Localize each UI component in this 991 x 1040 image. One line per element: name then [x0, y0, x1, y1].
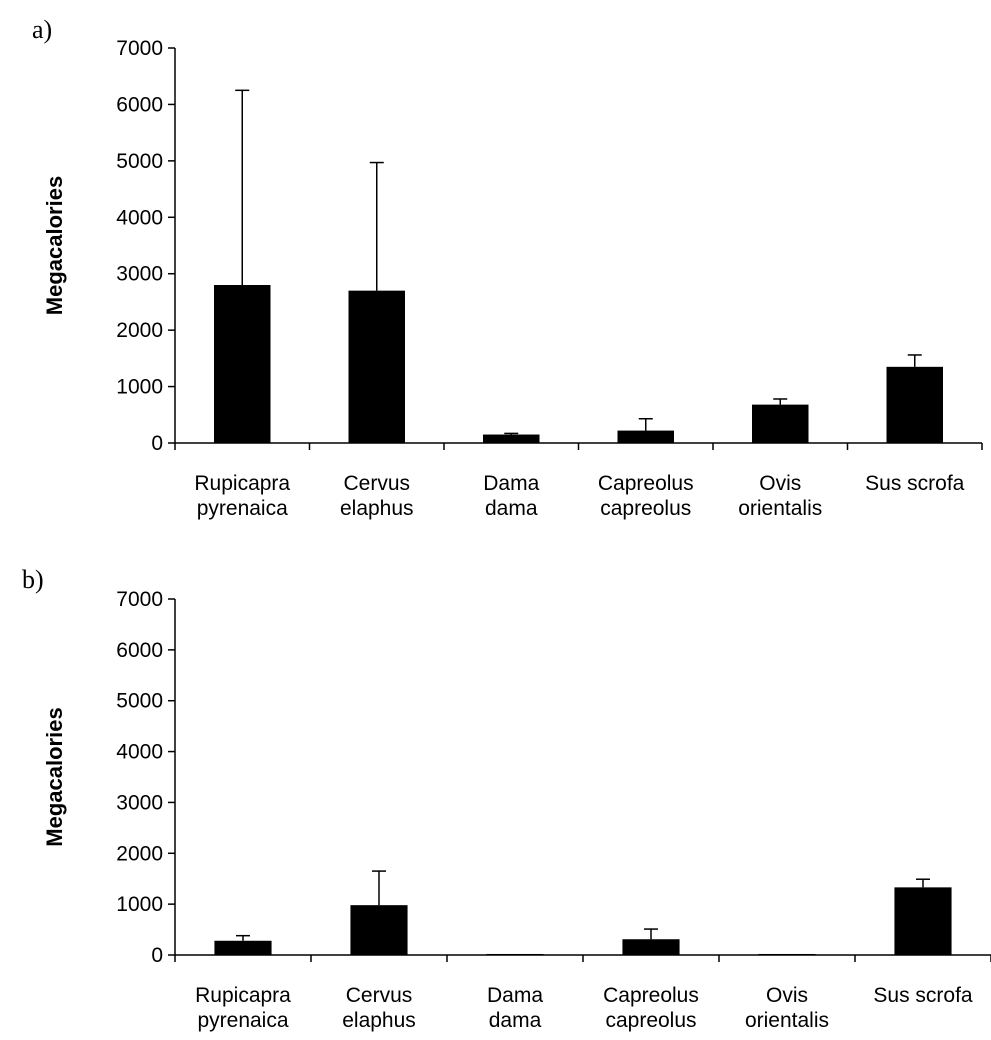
- category-label: Dama dama: [487, 984, 543, 1032]
- bar: [214, 285, 271, 443]
- y-tick-label: 3000: [116, 791, 163, 814]
- category-label: Sus scrofa: [865, 472, 965, 495]
- y-tick-label: 1000: [116, 893, 163, 916]
- bar: [348, 290, 405, 443]
- bar: [894, 887, 952, 955]
- y-axis-title: Megacalories: [42, 176, 67, 315]
- category-label: Ovis orientalis: [738, 472, 822, 520]
- y-tick-label: 7000: [116, 37, 163, 60]
- y-tick-label: 4000: [116, 741, 163, 764]
- y-tick-label: 1000: [116, 376, 163, 399]
- category-label: Rupicapra pyrenaica: [195, 984, 291, 1032]
- bar: [886, 366, 943, 443]
- y-tick-label: 4000: [116, 206, 163, 229]
- bar: [752, 404, 809, 443]
- bar: [483, 434, 540, 443]
- bar: [622, 939, 680, 955]
- y-tick-label: 2000: [116, 842, 163, 865]
- bar: [617, 430, 674, 443]
- y-tick-label: 5000: [116, 150, 163, 173]
- category-label: Capreolus capreolus: [598, 472, 694, 520]
- y-tick-label: 6000: [116, 93, 163, 116]
- y-tick-label: 6000: [116, 639, 163, 662]
- chart-panel-a: a) 0 1000 2000 3000 4000 5000 6000 7000 Rupicapra…: [32, 15, 983, 520]
- y-tick-label: 0: [151, 944, 163, 967]
- panel-label: b): [22, 565, 44, 594]
- category-label: Cervus elaphus: [342, 984, 416, 1032]
- category-label: Ovis orientalis: [745, 984, 829, 1032]
- category-label: Sus scrofa: [873, 984, 973, 1007]
- bar: [758, 953, 816, 955]
- category-label: Cervus elaphus: [340, 472, 414, 520]
- bar: [350, 905, 408, 955]
- y-tick-label: 3000: [116, 263, 163, 286]
- y-tick-label: 2000: [116, 319, 163, 342]
- chart-panel-b: b) 0 1000 2000 3000 4000 5000 6000 7000 Rupicapra…: [22, 565, 991, 1032]
- y-tick-label: 5000: [116, 690, 163, 713]
- category-label: Rupicapra pyrenaica: [194, 472, 290, 520]
- panel-label: a): [32, 15, 52, 44]
- y-axis-title: Megacalories: [42, 707, 67, 846]
- bar: [486, 953, 544, 955]
- category-label: Capreolus capreolus: [603, 984, 699, 1032]
- y-tick-label: 7000: [116, 588, 163, 611]
- y-tick-label: 0: [151, 432, 163, 455]
- bar: [214, 940, 272, 955]
- category-label: Dama dama: [483, 472, 539, 520]
